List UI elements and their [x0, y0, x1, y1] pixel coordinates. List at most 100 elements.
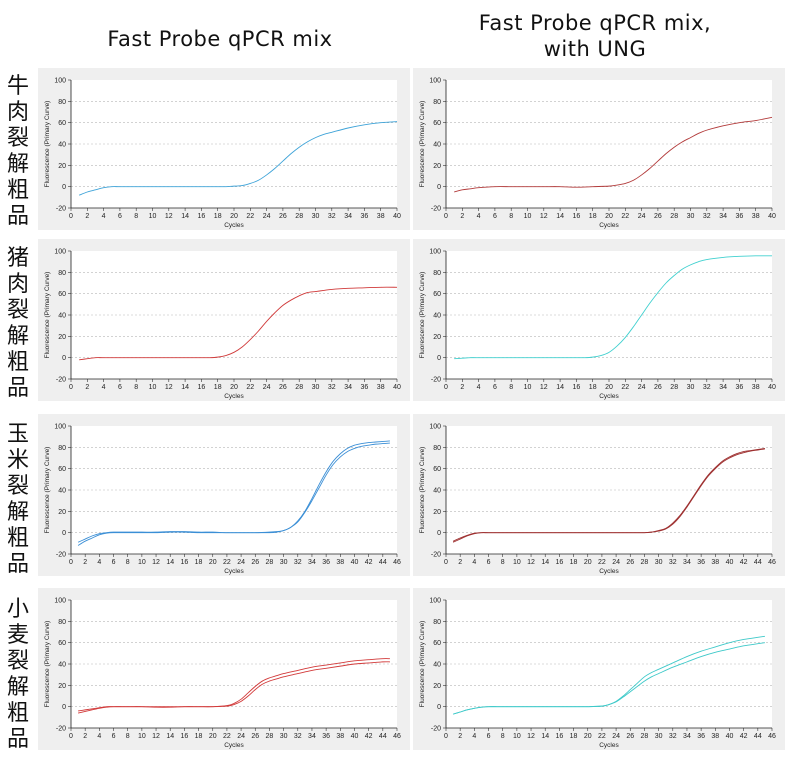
x-tick-label: 6	[118, 384, 122, 391]
x-tick-label: 24	[612, 559, 620, 566]
amplification-curve	[77, 442, 390, 543]
x-tick-label: 28	[641, 733, 649, 740]
y-tick-label: 100	[429, 78, 441, 85]
x-tick-label: 30	[687, 213, 695, 220]
x-axis-label: Cycles	[224, 568, 244, 575]
x-tick-label: 34	[344, 384, 352, 391]
x-tick-label: 18	[214, 384, 222, 391]
amplification-curve	[77, 440, 390, 546]
amplification-curve	[454, 255, 773, 360]
x-tick-label: 34	[344, 213, 352, 220]
x-tick-label: 32	[703, 384, 711, 391]
axes	[70, 426, 397, 555]
x-tick-label: 20	[230, 384, 238, 391]
y-axis-label: Fluorescence (Primary Curve)	[44, 272, 51, 359]
x-tick-label: 4	[472, 559, 476, 566]
x-tick-label: 0	[69, 213, 73, 220]
y-tick-label: 0	[62, 530, 66, 537]
y-tick-label: -20	[431, 726, 441, 733]
y-tick-label: 20	[58, 163, 66, 170]
x-tick-label: 46	[768, 733, 776, 740]
x-tick-label: 6	[487, 559, 491, 566]
qpcr-chart-panel: -20 0 20 40 60 80 100 0 2 4 6 8 10 12 14 16 18 20 22 24 26 28…	[413, 239, 785, 401]
y-tick-label: 60	[58, 466, 66, 473]
x-tick-label: 28	[295, 384, 303, 391]
x-tick-label: 16	[555, 733, 563, 740]
x-tick-label: 26	[626, 733, 634, 740]
y-tick-label: 100	[429, 249, 441, 256]
y-tick-label: 60	[433, 291, 441, 298]
x-tick-label: 40	[393, 384, 401, 391]
x-tick-label: 18	[570, 559, 578, 566]
x-tick-label: 30	[655, 559, 663, 566]
y-tick-label: 60	[58, 291, 66, 298]
x-tick-label: 36	[361, 384, 369, 391]
row-label-pork: 猪 肉 裂 解 粗 品	[6, 246, 29, 401]
x-tick-label: 34	[683, 733, 691, 740]
amplification-curve	[78, 121, 398, 196]
y-tick-label: 80	[433, 619, 441, 626]
x-tick-label: 22	[598, 559, 606, 566]
x-tick-label: 6	[112, 733, 116, 740]
x-tick-label: 30	[280, 559, 288, 566]
x-tick-label: 46	[768, 559, 776, 566]
x-tick-label: 40	[726, 733, 734, 740]
x-tick-label: 16	[555, 559, 563, 566]
x-tick-label: 36	[736, 384, 744, 391]
x-tick-label: 38	[377, 384, 385, 391]
y-tick-label: 60	[58, 640, 66, 647]
y-tick-label: 0	[62, 184, 66, 191]
x-tick-label: 0	[69, 559, 73, 566]
qpcr-chart-panel: -20 0 20 40 60 80 100 0 2 4 6 8 10 12 14 16 18 20 22 24 26 28…	[413, 68, 785, 230]
x-tick-label: 8	[509, 384, 513, 391]
y-tick-label: 0	[437, 355, 441, 362]
x-tick-label: 44	[754, 559, 762, 566]
x-tick-label: 20	[605, 384, 613, 391]
x-tick-label: 4	[472, 733, 476, 740]
x-tick-label: 18	[214, 213, 222, 220]
qpcr-chart-panel: -20 0 20 40 60 80 100 0 2 4 6 8 10 12 14 16 18 20 22 24 26 28…	[38, 588, 410, 750]
x-tick-label: 28	[670, 384, 678, 391]
y-tick-label: 100	[54, 78, 66, 85]
x-tick-label: 26	[279, 213, 287, 220]
x-tick-label: 20	[230, 213, 238, 220]
x-tick-label: 24	[237, 559, 245, 566]
y-tick-label: 20	[58, 683, 66, 690]
x-tick-label: 30	[312, 213, 320, 220]
x-tick-label: 8	[501, 733, 505, 740]
qpcr-chart-panel: -20 0 20 40 60 80 100 0 2 4 6 8 10 12 14 16 18 20 22 24 26 28…	[38, 68, 410, 230]
x-tick-label: 2	[85, 213, 89, 220]
x-tick-label: 0	[69, 733, 73, 740]
x-tick-label: 30	[687, 384, 695, 391]
x-axis-label: Cycles	[599, 222, 619, 229]
x-tick-label: 4	[97, 559, 101, 566]
x-tick-label: 18	[589, 213, 597, 220]
x-tick-label: 22	[246, 384, 254, 391]
x-tick-label: 0	[444, 559, 448, 566]
x-tick-label: 44	[754, 733, 762, 740]
x-tick-label: 0	[444, 384, 448, 391]
x-tick-label: 12	[540, 213, 548, 220]
x-tick-label: 34	[308, 733, 316, 740]
x-tick-label: 2	[458, 733, 462, 740]
x-tick-label: 14	[556, 213, 564, 220]
x-tick-label: 40	[726, 559, 734, 566]
x-tick-label: 38	[752, 384, 760, 391]
x-tick-label: 14	[181, 384, 189, 391]
y-tick-label: 40	[58, 313, 66, 320]
x-tick-label: 36	[697, 733, 705, 740]
qpcr-chart-panel: -20 0 20 40 60 80 100 0 2 4 6 8 10 12 14 16 18 20 22 24 26 28…	[38, 239, 410, 401]
x-tick-label: 36	[697, 559, 705, 566]
y-tick-label: 20	[58, 509, 66, 516]
x-tick-label: 18	[589, 384, 597, 391]
amplification-curve	[454, 116, 773, 193]
x-tick-label: 10	[149, 384, 157, 391]
x-axis-label: Cycles	[224, 742, 244, 749]
x-tick-label: 34	[308, 559, 316, 566]
x-tick-label: 30	[280, 733, 288, 740]
x-tick-label: 44	[379, 559, 387, 566]
amplification-curve	[452, 642, 765, 715]
